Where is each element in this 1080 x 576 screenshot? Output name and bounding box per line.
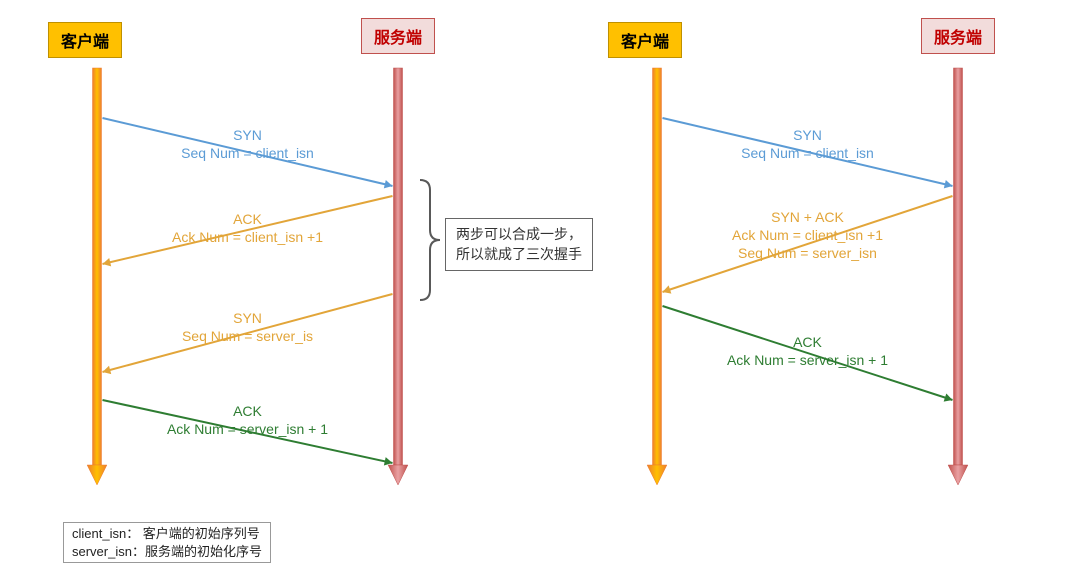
anno-line2: 所以就成了三次握手 (456, 245, 582, 265)
left-msg4-line2: Ack Num = server_isn + 1 (167, 420, 328, 438)
left-msg1-line2: Seq Num = client_isn (181, 144, 314, 162)
right-msg3-line2: Ack Num = server_isn + 1 (727, 351, 888, 369)
legend-line2: server_isn：服务端的初始化序号 (72, 543, 262, 561)
left-msg3-line2: Seq Num = server_is (182, 327, 313, 345)
right-msg3-title: ACK (727, 333, 888, 351)
left-client-box: 客户端 (48, 22, 122, 58)
left-msg1-text: SYN Seq Num = client_isn (181, 126, 314, 162)
right-msg2-line2: Ack Num = client_isn +1 (732, 226, 883, 244)
left-msg3-title: SYN (182, 309, 313, 327)
merge-annotation: 两步可以合成一步， 所以就成了三次握手 (445, 218, 593, 271)
left-server-label: 服务端 (374, 30, 422, 47)
right-msg1-line2: Seq Num = client_isn (741, 144, 874, 162)
right-client-box: 客户端 (608, 22, 682, 58)
left-msg4-title: ACK (167, 402, 328, 420)
left-msg2-text: ACK Ack Num = client_isn +1 (172, 210, 323, 246)
left-server-box: 服务端 (361, 18, 435, 54)
left-msg2-line2: Ack Num = client_isn +1 (172, 228, 323, 246)
anno-line1: 两步可以合成一步， (456, 225, 582, 245)
right-client-label: 客户端 (621, 34, 669, 51)
left-msg4-text: ACK Ack Num = server_isn + 1 (167, 402, 328, 438)
right-msg1-text: SYN Seq Num = client_isn (741, 126, 874, 162)
legend-line1: client_isn： 客户端的初始序列号 (72, 525, 262, 543)
right-server-label: 服务端 (934, 30, 982, 47)
right-msg2-line3: Seq Num = server_isn (732, 244, 883, 262)
left-client-label: 客户端 (61, 34, 109, 51)
right-msg2-title: SYN + ACK (732, 208, 883, 226)
right-server-box: 服务端 (921, 18, 995, 54)
right-msg1-title: SYN (741, 126, 874, 144)
left-msg3-text: SYN Seq Num = server_is (182, 309, 313, 345)
right-msg2-text: SYN + ACK Ack Num = client_isn +1 Seq Nu… (732, 208, 883, 263)
tcp-handshake-diagram: 客户端 服务端 客户端 服务端 SYN Seq Num = client_isn… (0, 0, 1080, 576)
left-msg1-title: SYN (181, 126, 314, 144)
legend-box: client_isn： 客户端的初始序列号 server_isn：服务端的初始化… (63, 522, 271, 563)
right-msg3-text: ACK Ack Num = server_isn + 1 (727, 333, 888, 369)
svg-layer (0, 0, 1080, 576)
left-msg2-title: ACK (172, 210, 323, 228)
